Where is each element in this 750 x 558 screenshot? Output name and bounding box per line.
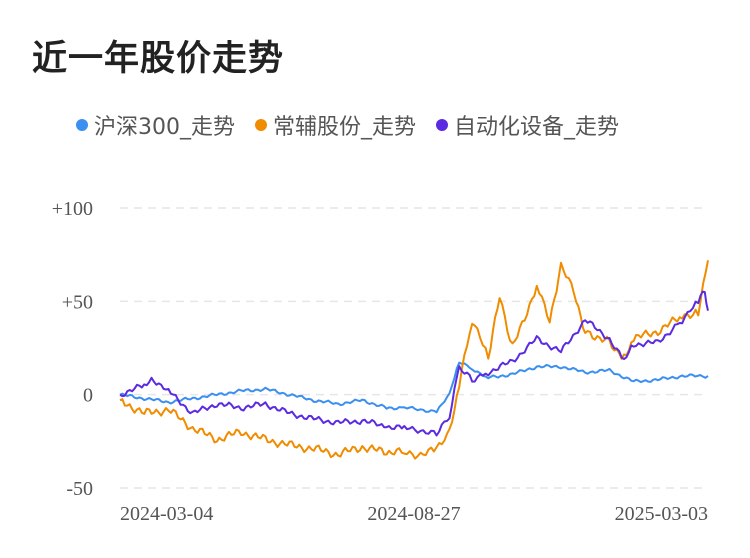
legend-label-changfu: 常辅股份_走势 [273, 115, 417, 140]
legend-marker-automation [436, 119, 449, 131]
grid-lines [120, 207, 708, 489]
legend-marker-changfu [255, 119, 267, 131]
y-tick-label: -50 [66, 478, 93, 500]
legend-item-automation[interactable]: 自动化设备_走势 [436, 109, 619, 141]
x-axis-ticks: 2024-03-04 2024-08-27 2025-03-03 [120, 503, 708, 525]
legend-marker-hs300 [76, 119, 88, 131]
y-tick-label: 0 [83, 385, 93, 407]
series-line-2 [119, 290, 709, 437]
series-line-0 [119, 361, 709, 414]
legend-item-hs300[interactable]: 沪深300_走势 [76, 109, 235, 141]
x-tick-label: 2024-03-04 [120, 503, 213, 525]
x-tick-label: 2024-08-27 [367, 503, 460, 525]
legend-item-changfu[interactable]: 常辅股份_走势 [255, 109, 416, 141]
legend: 沪深300_走势 常辅股份_走势 自动化设备_走势 [76, 110, 639, 140]
y-tick-label: +100 [52, 198, 93, 220]
legend-label-automation: 自动化设备_走势 [454, 115, 620, 140]
x-tick-label: 2025-03-03 [615, 503, 708, 525]
series-lines [119, 260, 709, 460]
legend-label-hs300: 沪深300_走势 [94, 115, 235, 140]
chart-title: 近一年股价走势 [32, 39, 285, 79]
y-axis-ticks: +100 +50 0 -50 [52, 198, 93, 500]
y-tick-label: +50 [62, 291, 93, 313]
